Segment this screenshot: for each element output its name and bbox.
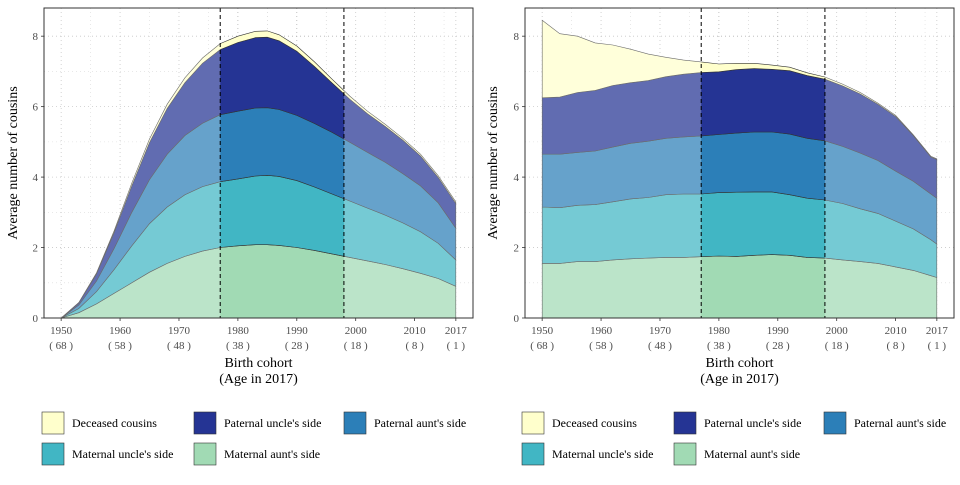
x-axis-title: Birth cohort [224,356,292,371]
x-tick-age-label: ( 38 ) [707,340,731,352]
y-tick-label: 4 [514,172,520,184]
area-deceased-cousins [541,19,938,160]
x-tick-label: 1980 [708,325,731,337]
x-tick-age-label: ( 48 ) [648,340,672,352]
x-tick-age-label: ( 58 ) [589,340,613,352]
y-tick-label: 2 [33,243,39,255]
plot-border [43,7,474,319]
x-tick-label: 1960 [109,325,132,337]
y-tick-label: 8 [33,31,39,43]
legend-swatch-paternal-aunt-s-side [823,411,847,435]
x-tick-age-label: ( 18 ) [344,340,368,352]
legend-label-deceased-cousins: Deceased cousins [552,416,637,430]
legend-swatch-maternal-aunt-s-side [193,442,217,466]
legend-swatch-paternal-uncle-s-side [673,411,697,435]
x-axis-title: Birth cohort [705,356,773,371]
x-tick-label: 1950 [50,325,73,337]
x-tick-label: 1970 [649,325,672,337]
x-axis-subtitle: (Age in 2017) [700,372,779,387]
x-tick-age-label: ( 8 ) [405,340,424,352]
fade-overlay-left [44,8,221,318]
chart-panel-2: 0 2 4 6 8 1950 ( 68 ) 1960 ( 58 ) 1970 ( 48 ) 1980 (… [486,7,955,466]
legend-swatch-maternal-aunt-s-side [673,442,697,466]
legend-label-maternal-uncle-s-side: Maternal uncle's side [552,447,653,461]
legend-label-paternal-uncle-s-side: Paternal uncle's side [704,416,801,430]
plot-border [524,7,955,319]
x-tick-age-label: ( 68 ) [530,340,554,352]
x-tick-age-label: ( 58 ) [108,340,132,352]
x-tick-age-label: ( 8 ) [886,340,905,352]
x-tick-age-label: ( 1 ) [928,340,947,352]
legend-label-maternal-aunt-s-side: Maternal aunt's side [704,447,800,461]
x-tick-label: 2000 [345,325,368,337]
legend-label-maternal-uncle-s-side: Maternal uncle's side [72,447,173,461]
y-tick-label: 4 [33,172,39,184]
y-tick-label: 0 [33,313,39,325]
legend-label-deceased-cousins: Deceased cousins [72,416,157,430]
fade-overlay-right [343,8,473,318]
legend-swatch-deceased-cousins [41,411,65,435]
y-tick-label: 0 [514,313,520,325]
x-tick-label: 1990 [767,325,790,337]
x-tick-age-label: ( 38 ) [226,340,250,352]
x-tick-label: 1970 [168,325,191,337]
x-tick-age-label: ( 28 ) [766,340,790,352]
legend: Deceased cousins Paternal uncle's side Pat… [521,411,946,466]
y-tick-label: 8 [514,31,520,43]
legend-label-maternal-aunt-s-side: Maternal aunt's side [224,447,320,461]
legend-label-paternal-aunt-s-side: Paternal aunt's side [374,416,466,430]
legend-swatch-deceased-cousins [521,411,545,435]
x-tick-label: 1990 [286,325,309,337]
x-tick-label: 1960 [590,325,613,337]
x-tick-age-label: ( 18 ) [825,340,849,352]
y-tick-label: 2 [514,243,520,255]
x-tick-age-label: ( 48 ) [167,340,191,352]
legend: Deceased cousins Paternal uncle's side Pat… [41,411,466,466]
chart-panel-1: 0 2 4 6 8 1950 ( 68 ) 1960 ( 58 ) 1970 ( 48 ) 1980 (… [6,7,474,466]
legend-swatch-maternal-uncle-s-side [41,442,65,466]
x-tick-label: 2017 [445,325,468,337]
y-axis-title: Average number of cousins [6,86,21,239]
legend-label-paternal-aunt-s-side: Paternal aunt's side [854,416,946,430]
y-tick-label: 6 [33,102,39,114]
legend-label-paternal-uncle-s-side: Paternal uncle's side [224,416,321,430]
area-deceased-cousins [61,30,457,319]
fade-overlay-left [525,8,702,318]
legend-swatch-paternal-uncle-s-side [193,411,217,435]
x-tick-label: 1980 [227,325,250,337]
x-tick-label: 2010 [404,325,427,337]
x-tick-label: 2010 [885,325,908,337]
x-tick-label: 1950 [531,325,554,337]
legend-swatch-paternal-aunt-s-side [343,411,367,435]
legend-swatch-maternal-uncle-s-side [521,442,545,466]
y-tick-label: 6 [514,102,520,114]
fade-overlay-right [824,8,954,318]
y-axis-title: Average number of cousins [486,86,501,239]
x-tick-age-label: ( 1 ) [447,340,466,352]
x-axis-subtitle: (Age in 2017) [219,372,298,387]
x-tick-label: 2017 [926,325,949,337]
x-tick-age-label: ( 28 ) [285,340,309,352]
x-tick-age-label: ( 68 ) [49,340,73,352]
x-tick-label: 2000 [826,325,849,337]
